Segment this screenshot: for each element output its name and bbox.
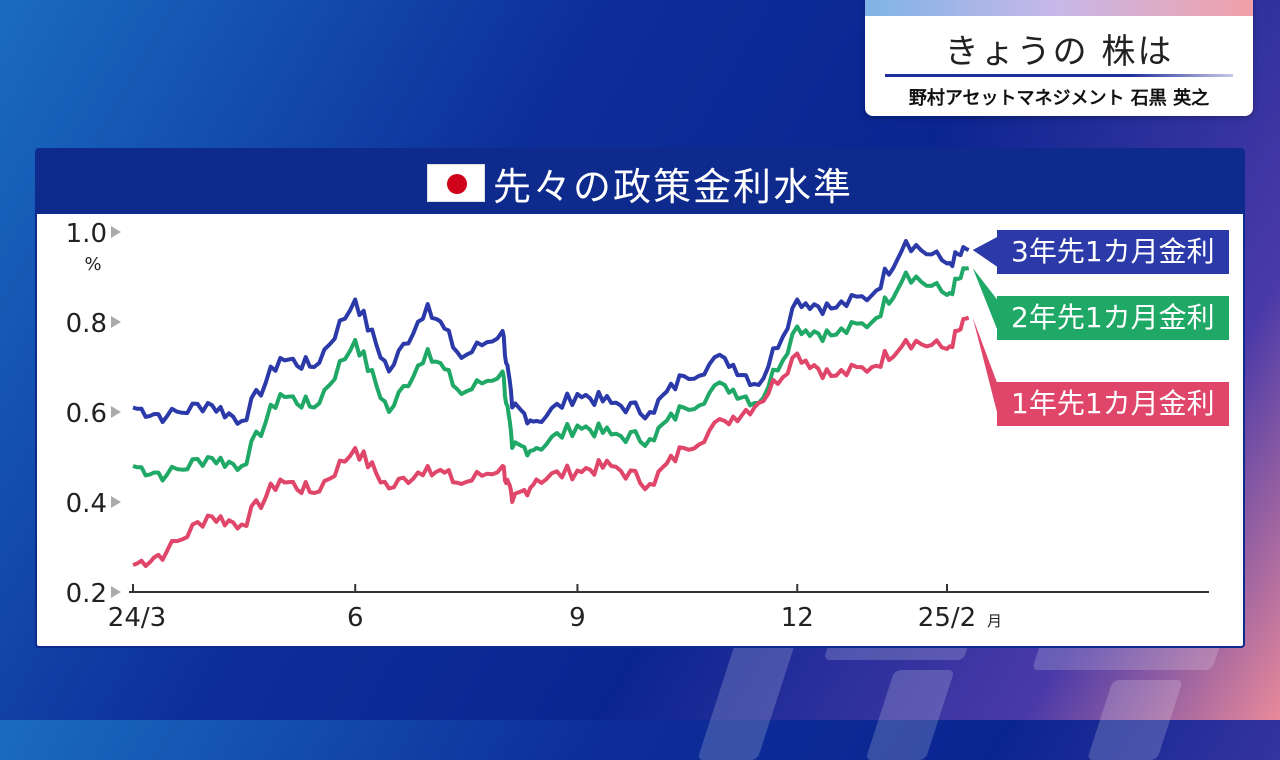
program-title: きょうの 株は [944, 32, 1174, 72]
series-line [132, 266, 970, 483]
y-tick-label: 0.4 [66, 489, 107, 519]
legend-pointer [972, 317, 999, 420]
program-subtitle: 野村アセットマネジメント 石黒 英之 [908, 88, 1210, 109]
y-tick-label: 1.0 [66, 219, 107, 249]
legend-label: 3年先1カ月金利 [997, 230, 1229, 274]
program-topbar [865, 0, 1253, 16]
x-axis-unit: 月 [987, 612, 1002, 630]
y-tick-label: 0.2 [66, 579, 107, 609]
x-tick-label: 9 [569, 603, 586, 633]
y-tick-marker [111, 586, 121, 598]
y-tick-marker [111, 496, 121, 508]
y-tick-marker [111, 316, 121, 328]
line-chart: 0.2 0.4 0.6 0.8 1.0% 24/3 6 9 12 25/2 月 [66, 219, 1209, 633]
chart-title: 先々の政策金利水準 [493, 165, 854, 209]
chart-panel: 先々の政策金利水準 0.2 0.4 0.6 0.8 1.0% 24/3 6 9 12 25/2 月 … [35, 148, 1245, 648]
japan-flag-icon [427, 164, 485, 202]
y-tick-label: 0.6 [66, 399, 107, 429]
x-tick-label: 6 [347, 603, 364, 633]
series-line [132, 315, 970, 568]
y-tick-label: 0.8 [66, 309, 107, 339]
legend-pointer [972, 268, 999, 334]
series-line [132, 239, 970, 426]
y-tick-marker [111, 406, 121, 418]
legend-label: 2年先1カ月金利 [997, 296, 1229, 340]
y-axis-unit: % [84, 254, 101, 275]
legend-pointer [972, 236, 999, 268]
program-underline [885, 74, 1233, 77]
y-tick-marker [111, 226, 121, 238]
chart-header: 先々の政策金利水準 [37, 150, 1243, 214]
x-tick-label: 24/3 [108, 603, 166, 633]
x-tick-label: 12 [781, 603, 814, 633]
program-title-box: きょうの 株は 野村アセットマネジメント 石黒 英之 [865, 0, 1253, 116]
legend-label: 1年先1カ月金利 [997, 382, 1229, 426]
x-tick-label: 25/2 [918, 603, 976, 633]
